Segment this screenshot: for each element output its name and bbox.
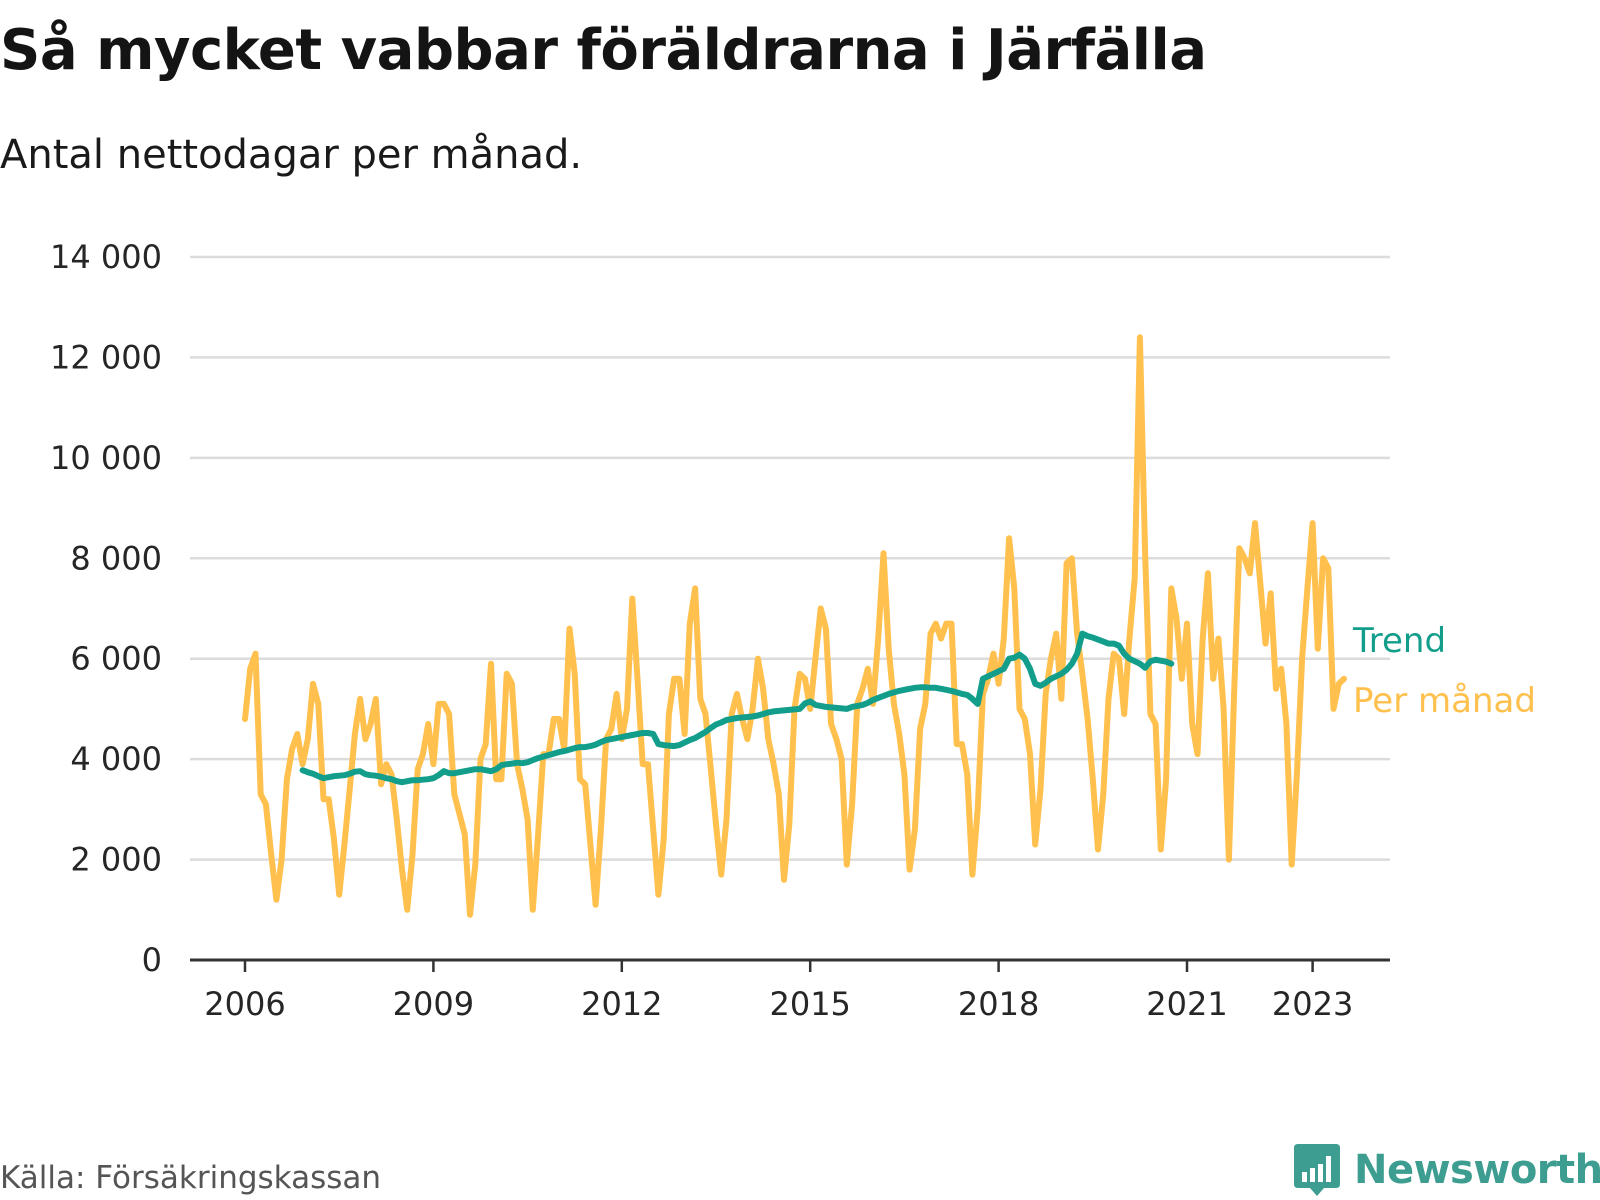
brand-logo[interactable]: Newsworthy xyxy=(1292,1142,1600,1198)
chart-title: Så mycket vabbar föräldrarna i Järfälla xyxy=(0,18,1207,83)
x-tick-label: 2015 xyxy=(769,985,850,1023)
x-tick-label: 2018 xyxy=(958,985,1039,1023)
series-lines xyxy=(242,334,1347,918)
x-tick-label: 2012 xyxy=(581,985,662,1023)
x-tick-label: 2009 xyxy=(393,985,474,1023)
series-line-per-månad xyxy=(242,334,1347,918)
y-axis-ticks: 0 2 000 4 000 6 000 8 000 10 000 12 000 14 000 xyxy=(50,238,162,979)
chart-subtitle: Antal nettodagar per månad. xyxy=(0,132,583,178)
y-tick-label: 12 000 xyxy=(50,338,162,376)
source-note: Källa: Försäkringskassan xyxy=(0,1160,382,1196)
x-tick-label: 2006 xyxy=(204,985,285,1023)
y-tick-label: 0 xyxy=(142,941,162,979)
x-tick-label: 2021 xyxy=(1146,985,1227,1023)
series-label-trend: Trend xyxy=(1352,621,1446,661)
series-labels: Trend Per månad xyxy=(1352,621,1536,721)
brand-name: Newsworthy xyxy=(1354,1147,1600,1193)
bar-chart-speech-bubble-icon xyxy=(1294,1144,1340,1196)
series-line-trend xyxy=(299,630,1175,786)
y-tick-label: 8 000 xyxy=(70,539,162,577)
x-tick-label: 2023 xyxy=(1272,985,1353,1023)
y-tick-label: 6 000 xyxy=(70,640,162,678)
x-axis-ticks: 2006 2009 2012 2015 2018 2021 2023 xyxy=(204,960,1353,1023)
y-tick-label: 4 000 xyxy=(70,740,162,778)
y-tick-label: 10 000 xyxy=(50,439,162,477)
series-label-per-manad: Per månad xyxy=(1353,681,1536,721)
y-tick-label: 14 000 xyxy=(50,238,162,276)
y-tick-label: 2 000 xyxy=(70,841,162,879)
